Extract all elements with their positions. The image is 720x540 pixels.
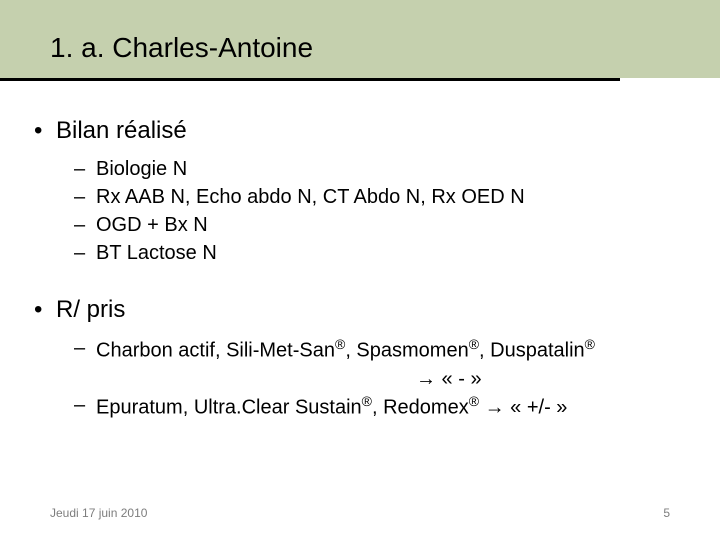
section-heading: Bilan réalisé xyxy=(34,115,686,146)
list-item: Epuratum, Ultra.Clear Sustain®, Redomex®… xyxy=(74,392,686,421)
footer-date: Jeudi 17 juin 2010 xyxy=(50,506,147,520)
footer-page-number: 5 xyxy=(663,506,670,520)
section-heading: R/ pris xyxy=(34,294,686,325)
slide: 1. a. Charles-Antoine Bilan réalisé Biol… xyxy=(0,0,720,540)
list-item: Charbon actif, Sili-Met-San®, Spasmomen®… xyxy=(74,335,686,364)
list-item: BT Lactose N xyxy=(74,240,686,266)
sub-list: Biologie N Rx AAB N, Echo abdo N, CT Abd… xyxy=(74,156,686,266)
content-area: Bilan réalisé Biologie N Rx AAB N, Echo … xyxy=(34,115,686,423)
list-item: Biologie N xyxy=(74,156,686,182)
title-rule xyxy=(0,78,620,81)
header-band: 1. a. Charles-Antoine xyxy=(0,0,720,78)
list-item: OGD + Bx N xyxy=(74,212,686,238)
arrow-result-line: → « - » xyxy=(136,366,686,392)
slide-title: 1. a. Charles-Antoine xyxy=(50,32,313,64)
list-item: Rx AAB N, Echo abdo N, CT Abdo N, Rx OED… xyxy=(74,184,686,210)
sub-list: Charbon actif, Sili-Met-San®, Spasmomen®… xyxy=(74,335,686,420)
footer: Jeudi 17 juin 2010 5 xyxy=(50,506,670,520)
